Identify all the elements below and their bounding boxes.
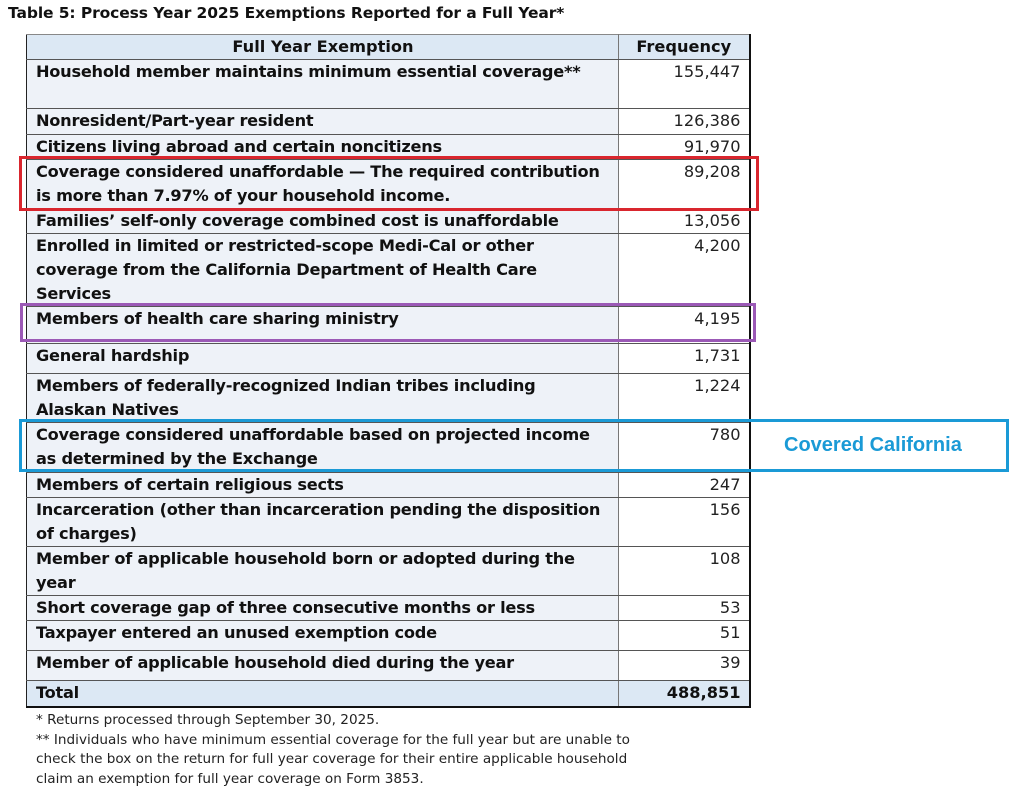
- exemptions-table: Full Year Exemption Frequency Household …: [26, 34, 751, 708]
- frequency-cell: 4,200: [618, 233, 750, 307]
- exemption-cell: Families’ self-only coverage combined co…: [26, 208, 619, 234]
- exemption-cell: General hardship: [26, 343, 619, 374]
- table-row: Short coverage gap of three consecutive …: [26, 595, 750, 621]
- footnote-2-line-3: claim an exemption for full year coverag…: [36, 770, 424, 787]
- header-frequency: Frequency: [618, 34, 750, 60]
- frequency-cell: 53: [618, 595, 750, 621]
- table-header-row: Full Year Exemption Frequency: [26, 34, 750, 60]
- covered-california-annotation: Covered California: [784, 434, 962, 456]
- exemption-cell: Members of federally-recognized Indian t…: [26, 373, 619, 423]
- frequency-cell: 247: [618, 472, 750, 498]
- exemption-cell: Members of certain religious sects: [26, 472, 619, 498]
- table-row: Citizens living abroad and certain nonci…: [26, 134, 750, 160]
- frequency-cell: 4,195: [618, 306, 750, 344]
- table-row: Members of certain religious sects 247: [26, 472, 750, 498]
- table-row: General hardship 1,731: [26, 343, 750, 374]
- table-row: Coverage considered unaffordable based o…: [26, 422, 750, 473]
- exemption-cell: Member of applicable household born or a…: [26, 546, 619, 596]
- table-row: Coverage considered unaffordable — The r…: [26, 159, 750, 209]
- table-row: Incarceration (other than incarceration …: [26, 497, 750, 547]
- table-row: Member of applicable household died duri…: [26, 650, 750, 681]
- table-row: Member of applicable household born or a…: [26, 546, 750, 596]
- exemption-cell: Member of applicable household died duri…: [26, 650, 619, 681]
- table-title: Table 5: Process Year 2025 Exemptions Re…: [8, 4, 565, 22]
- exemption-cell: Nonresident/Part-year resident: [26, 108, 619, 135]
- frequency-cell: 51: [618, 620, 750, 651]
- exemption-cell: Household member maintains minimum essen…: [26, 59, 619, 109]
- frequency-cell: 91,970: [618, 134, 750, 160]
- frequency-cell: 108: [618, 546, 750, 596]
- exemption-cell: Citizens living abroad and certain nonci…: [26, 134, 619, 160]
- table-row: Members of health care sharing ministry 4…: [26, 306, 750, 344]
- frequency-cell: 89,208: [618, 159, 750, 209]
- table-row: Taxpayer entered an unused exemption cod…: [26, 620, 750, 651]
- table-row: Enrolled in limited or restricted-scope …: [26, 233, 750, 307]
- total-frequency: 488,851: [618, 680, 750, 708]
- exemption-cell: Enrolled in limited or restricted-scope …: [26, 233, 619, 307]
- total-label: Total: [26, 680, 619, 708]
- frequency-cell: 126,386: [618, 108, 750, 135]
- frequency-cell: 156: [618, 497, 750, 547]
- footnote-1: * Returns processed through September 30…: [36, 712, 380, 728]
- frequency-cell: 39: [618, 650, 750, 681]
- total-row: Total 488,851: [26, 680, 750, 708]
- frequency-cell: 780: [618, 422, 750, 473]
- exemption-cell: Coverage considered unaffordable — The r…: [26, 159, 619, 209]
- exemption-cell: Coverage considered unaffordable based o…: [26, 422, 619, 473]
- frequency-cell: 13,056: [618, 208, 750, 234]
- exemption-cell: Taxpayer entered an unused exemption cod…: [26, 620, 619, 651]
- exemption-cell: Incarceration (other than incarceration …: [26, 497, 619, 547]
- frequency-cell: 155,447: [618, 59, 750, 109]
- table-row: Household member maintains minimum essen…: [26, 59, 750, 109]
- header-exemption: Full Year Exemption: [26, 34, 619, 60]
- table-row: Members of federally-recognized Indian t…: [26, 373, 750, 423]
- footnote-2-line-2: check the box on the return for full yea…: [36, 751, 628, 767]
- table-row: Nonresident/Part-year resident 126,386: [26, 108, 750, 135]
- table-row: Families’ self-only coverage combined co…: [26, 208, 750, 234]
- footnotes: * Returns processed through September 30…: [36, 711, 756, 789]
- footnote-2-line-1: ** Individuals who have minimum essentia…: [36, 731, 630, 748]
- exemption-cell: Members of health care sharing ministry: [26, 306, 619, 344]
- frequency-cell: 1,731: [618, 343, 750, 374]
- exemption-cell: Short coverage gap of three consecutive …: [26, 595, 619, 621]
- frequency-cell: 1,224: [618, 373, 750, 423]
